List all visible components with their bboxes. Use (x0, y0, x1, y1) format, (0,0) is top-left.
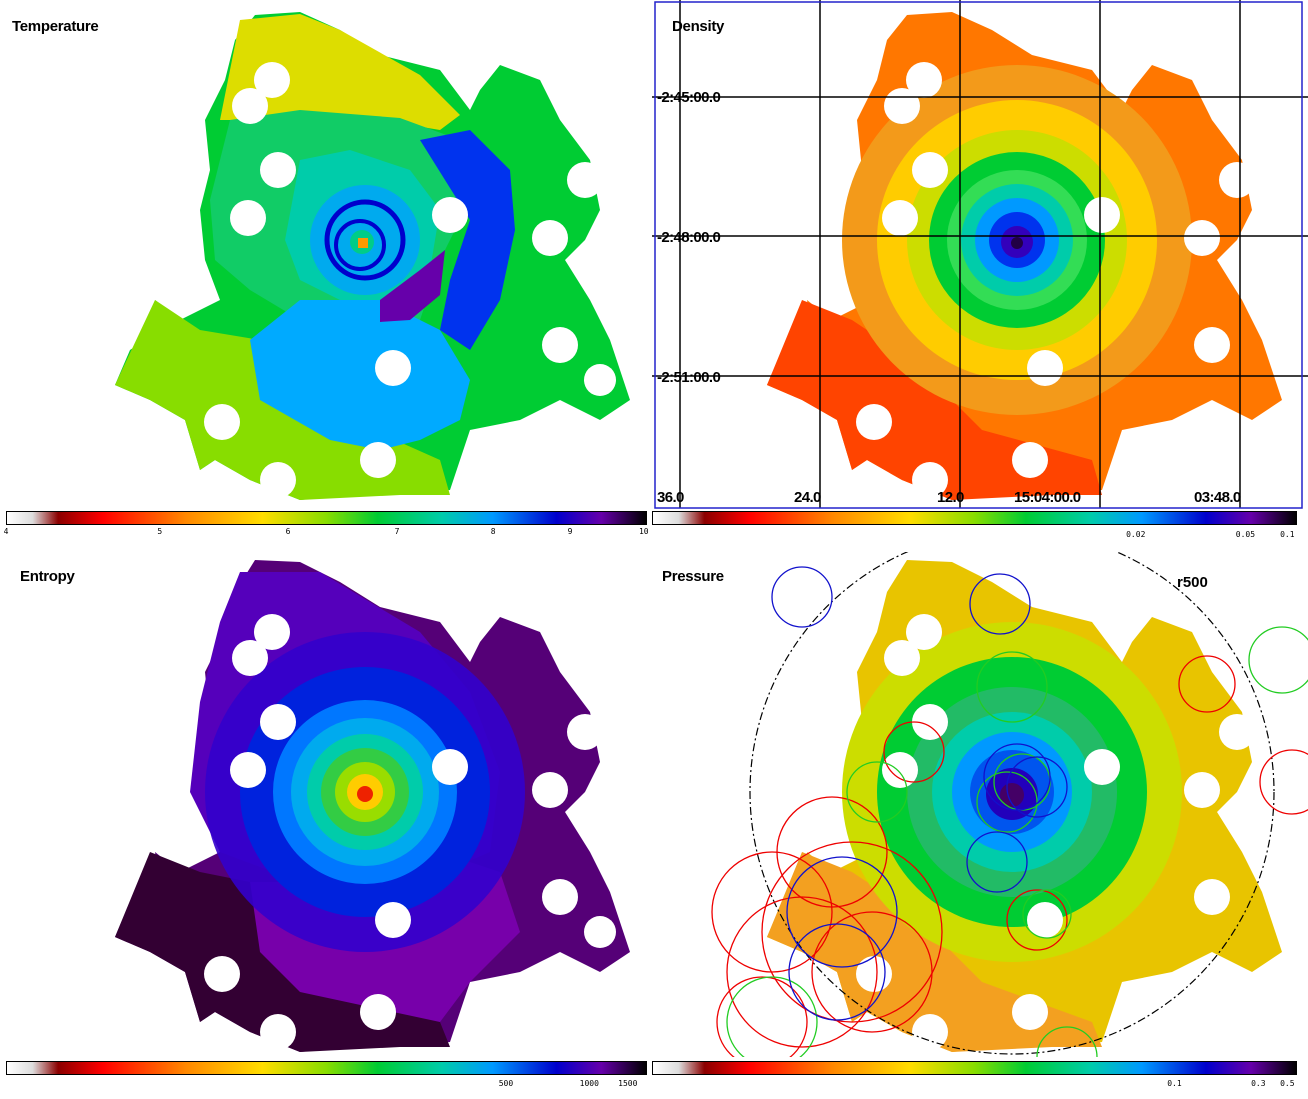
coordinate-grid (652, 0, 1308, 508)
entropy-panel: Entropy 500 1000 1500 (0, 552, 650, 1099)
pressure-colorbar (652, 1061, 1297, 1075)
cbar-tick: 7 (394, 527, 400, 536)
cbar-tick: 0.02 (1126, 530, 1146, 539)
r500-label: r500 (1177, 574, 1208, 591)
ra-label: 15:04:00.0 (1014, 489, 1081, 506)
r500-circle (749, 552, 1275, 1055)
entropy-colorbar (6, 1061, 647, 1075)
pressure-map (711, 552, 1308, 1057)
cbar-tick: 4 (3, 527, 9, 536)
temperature-colorbar-ticks: 4 5 6 7 8 9 10 (3, 527, 649, 541)
cbar-tick: 9 (567, 527, 573, 536)
ra-label: 24.0 (794, 489, 821, 506)
pressure-panel: Pressure r500 0.1 0.3 0.5 (652, 552, 1308, 1099)
dec-label: -2:45:00.0 (657, 89, 721, 106)
entropy-title: Entropy (20, 568, 75, 585)
ra-label: 12.0 (937, 489, 964, 506)
pressure-colorbar-ticks: 0.1 0.3 0.5 (652, 1079, 1297, 1093)
entropy-colorbar-ticks: 500 1000 1500 (6, 1079, 647, 1093)
density-map (652, 0, 1308, 509)
red-regions (711, 655, 1308, 1057)
density-title: Density (672, 18, 725, 35)
cbar-tick: 0.5 (1280, 1079, 1295, 1088)
cbar-tick: 10 (638, 527, 649, 536)
cbar-tick: 8 (490, 527, 496, 536)
cbar-tick: 500 (498, 1079, 514, 1088)
cbar-tick: 0.3 (1251, 1079, 1266, 1088)
cbar-tick: 0.1 (1167, 1079, 1182, 1088)
temperature-title: Temperature (12, 18, 99, 35)
cbar-tick: 0.05 (1235, 530, 1256, 539)
cbar-tick: 5 (157, 527, 163, 536)
ra-label: 36.0 (657, 489, 684, 506)
density-panel: Density -2:45:00.0 -2:48:00.0 -2:51:00.0… (652, 0, 1308, 545)
pressure-title: Pressure (662, 568, 724, 585)
cbar-tick: 6 (285, 527, 291, 536)
dec-label: -2:51:00.0 (657, 369, 721, 386)
temperature-map (115, 12, 630, 500)
density-colorbar-ticks: 0.02 0.05 0.1 (652, 530, 1297, 544)
cbar-tick: 1000 (579, 1079, 599, 1088)
dec-label: -2:48:00.0 (657, 229, 721, 246)
cbar-tick: 0.1 (1280, 530, 1295, 539)
cbar-tick: 1500 (618, 1079, 638, 1088)
frame-border (654, 1, 1303, 509)
temperature-panel: Temperature 4 5 6 7 8 9 10 (0, 0, 650, 545)
entropy-map (115, 560, 630, 1052)
temperature-colorbar (6, 511, 647, 525)
density-colorbar (652, 511, 1297, 525)
ra-label: 03:48.0 (1194, 489, 1241, 506)
blue-regions (771, 566, 1068, 1021)
